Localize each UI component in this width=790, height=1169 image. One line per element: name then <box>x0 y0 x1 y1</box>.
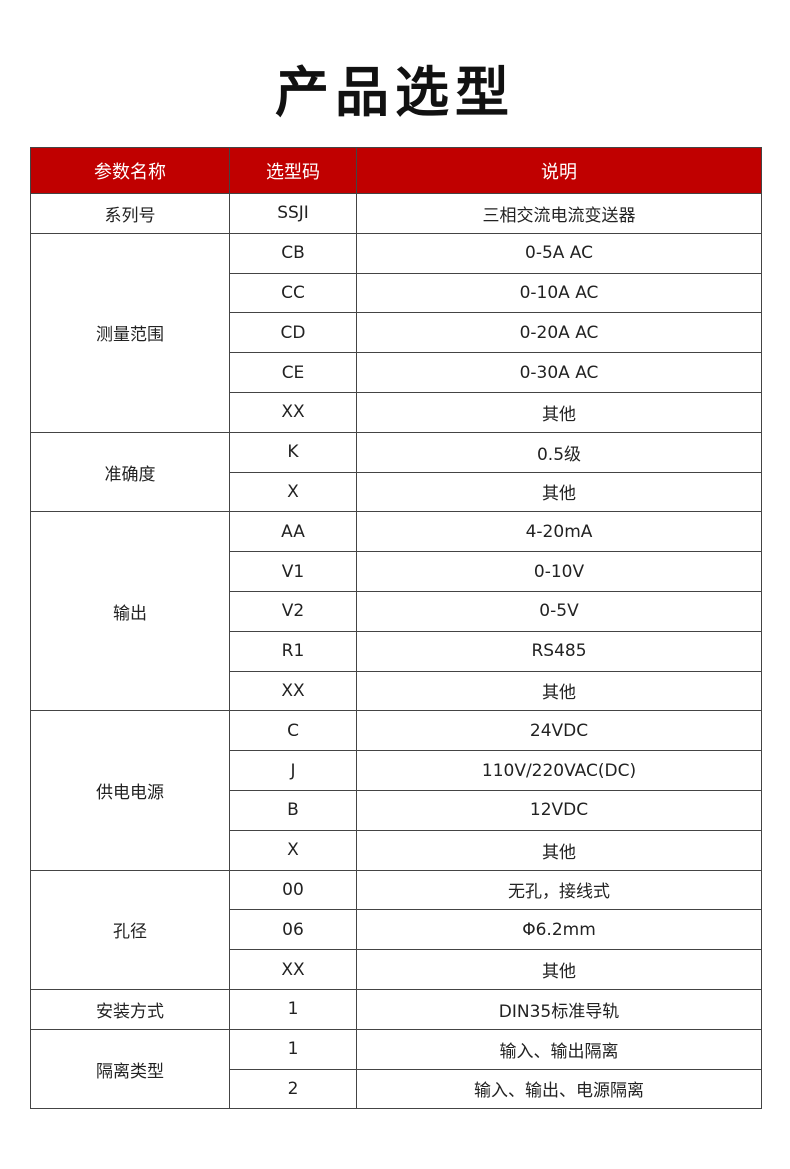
code-cell: J <box>229 750 357 791</box>
description-cell: 无孔，接线式 <box>356 869 762 911</box>
code-cell: 1 <box>229 1028 357 1070</box>
table-row: 准确度 K 0.5级 <box>30 431 762 513</box>
code-cell: V1 <box>229 551 357 592</box>
description-cell: 0-20A AC <box>356 312 762 354</box>
code-cell: V2 <box>229 590 357 632</box>
column-header-param: 参数名称 <box>30 147 230 194</box>
description-cell: 0-30A AC <box>356 352 762 393</box>
code-cell: CC <box>229 272 357 314</box>
table-row: CC 0-10A AC <box>31 272 762 314</box>
table-row: X 其他 <box>31 829 762 871</box>
table-row: X 其他 <box>31 471 762 513</box>
description-cell: 其他 <box>356 471 762 513</box>
table-row: 孔径 00 无孔，接线式 <box>30 869 762 990</box>
table-row: XX 其他 <box>31 391 762 433</box>
table-row: CD 0-20A AC <box>31 312 762 354</box>
code-cell: R1 <box>229 630 357 672</box>
table-row: 供电电源 C 24VDC <box>30 710 762 871</box>
code-cell: X <box>229 471 357 513</box>
description-cell: 其他 <box>356 391 762 433</box>
code-cell: CB <box>229 232 357 274</box>
table-row: 测量范围 CB 0-5A AC <box>30 232 762 433</box>
code-cell: XX <box>229 391 357 433</box>
param-name-cell: 安装方式 <box>30 988 230 1030</box>
column-header-description: 说明 <box>356 147 762 194</box>
param-name-cell: 准确度 <box>30 431 230 513</box>
table-header-row: 参数名称 选型码 说明 <box>30 147 762 194</box>
code-cell: 00 <box>229 869 357 911</box>
table-row: CE 0-30A AC <box>31 352 762 393</box>
param-name-cell: 隔离类型 <box>30 1028 230 1110</box>
code-cell: K <box>229 431 357 473</box>
description-cell: 0.5级 <box>356 431 762 473</box>
description-cell: 110V/220VAC(DC) <box>356 750 762 791</box>
code-cell: CD <box>229 312 357 354</box>
table-row: 06 Φ6.2mm <box>31 909 762 951</box>
description-cell: 其他 <box>356 829 762 871</box>
code-cell: 1 <box>229 988 357 1030</box>
product-selection-table: 参数名称 选型码 说明 系列号 SSJI 三相交流电流变送器 测量范围 CB 0-5A A… <box>30 147 762 1110</box>
param-name-cell: 输出 <box>30 511 230 712</box>
table-row: 隔离类型 1 输入、输出隔离 <box>30 1028 762 1110</box>
page-title: 产品选型 <box>275 61 515 124</box>
description-cell: 24VDC <box>356 710 762 752</box>
description-cell: 12VDC <box>356 789 762 831</box>
code-cell: 06 <box>229 909 357 951</box>
description-cell: 0-5A AC <box>356 232 762 274</box>
code-cell: XX <box>229 670 357 712</box>
description-cell: 0-10A AC <box>356 272 762 314</box>
param-name-cell: 供电电源 <box>30 710 230 871</box>
table-row: 2 输入、输出、电源隔离 <box>31 1068 762 1110</box>
code-cell: C <box>229 710 357 752</box>
description-cell: 4-20mA <box>356 511 762 553</box>
table-row: V1 0-10V <box>31 551 762 592</box>
description-cell: 其他 <box>356 670 762 712</box>
description-cell: 输入、输出、电源隔离 <box>356 1068 762 1110</box>
param-name-cell: 测量范围 <box>30 232 230 433</box>
table-row: 输出 AA 4-20mA <box>30 511 762 712</box>
table-row: XX 其他 <box>31 949 762 990</box>
description-cell: 其他 <box>356 949 762 990</box>
table-row: 系列号 SSJI 三相交流电流变送器 <box>30 193 762 234</box>
description-cell: DIN35标准导轨 <box>356 988 762 1030</box>
table-row: V2 0-5V <box>31 590 762 632</box>
code-cell: X <box>229 829 357 871</box>
code-cell: SSJI <box>229 193 357 234</box>
description-cell: Φ6.2mm <box>356 909 762 951</box>
description-cell: 0-5V <box>356 590 762 632</box>
table-row: XX 其他 <box>31 670 762 712</box>
param-name-cell: 系列号 <box>30 193 230 234</box>
table-row: 安装方式 1 DIN35标准导轨 <box>30 988 762 1030</box>
table-row: B 12VDC <box>31 789 762 831</box>
table-row: J 110V/220VAC(DC) <box>31 750 762 791</box>
description-cell: 0-10V <box>356 551 762 592</box>
param-name-cell: 孔径 <box>30 869 230 990</box>
code-cell: AA <box>229 511 357 553</box>
code-cell: 2 <box>229 1068 357 1110</box>
column-header-code: 选型码 <box>229 147 357 194</box>
code-cell: XX <box>229 949 357 990</box>
code-cell: B <box>229 789 357 831</box>
description-cell: 三相交流电流变送器 <box>356 193 762 234</box>
description-cell: 输入、输出隔离 <box>356 1028 762 1070</box>
code-cell: CE <box>229 352 357 393</box>
description-cell: RS485 <box>356 630 762 672</box>
